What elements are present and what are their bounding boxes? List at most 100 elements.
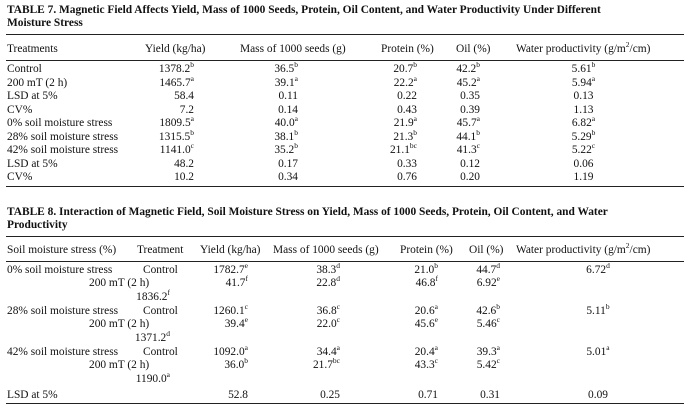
- table7-cell: 0.33: [397, 157, 417, 170]
- table8-header-stress: Soil moisture stress (%): [7, 244, 117, 256]
- table7-cell: 45.7a: [456, 114, 480, 129]
- table7-header-oil: Oil (%): [456, 43, 491, 55]
- table8-header-yield: Yield (kg/ha): [200, 244, 261, 256]
- table7-row-label: 200 mT (2 h): [7, 76, 68, 89]
- table7-cell: 22.2a: [393, 73, 417, 89]
- table8-cell-yield: 1092.0a: [213, 343, 248, 358]
- table8-cell-extra: 1371.2d: [134, 329, 170, 344]
- table8-header-treatment: Treatment: [137, 244, 184, 256]
- table8-cell-protein: 45.6e: [414, 315, 438, 330]
- table7-cell: 5.61b: [571, 60, 596, 75]
- table7-cell: 0.14: [278, 103, 298, 116]
- table7-cell: 1378.2b: [158, 60, 194, 75]
- table7-cell: 1141.0c: [159, 141, 194, 156]
- table8-lsd-label: LSD at 5%: [7, 389, 58, 401]
- table8-stress-label: 28% soil moisture stress: [7, 305, 119, 317]
- table8-header-oil: Oil (%): [469, 244, 504, 256]
- table7-cell: 0.13: [573, 90, 594, 102]
- table7-cell: 1.19: [573, 171, 594, 183]
- table7-header-water: Water productivity (g/m2/cm): [516, 40, 651, 55]
- table7-cell: 1465.7a: [159, 73, 194, 89]
- table8-header-mass: Mass of 1000 seeds (g): [273, 244, 379, 256]
- table7-cell: 0.39: [460, 103, 480, 116]
- table7-cell: 1315.5b: [158, 127, 194, 143]
- table7-cell: 0.43: [397, 103, 417, 116]
- table7-cell: 21.1bc: [389, 141, 417, 156]
- table7-cell: 35.2b: [274, 141, 298, 156]
- table7-cell: 20.7b: [393, 60, 417, 75]
- table7-cell: 48.2: [174, 157, 194, 170]
- table7-cell: 1809.5a: [159, 114, 194, 129]
- table8-cell-protein: 46.8f: [415, 274, 438, 289]
- table7-cell: 5.22c: [571, 141, 596, 156]
- table7-cell: 5.29b: [571, 127, 596, 143]
- table8-treatment-200mt: 200 mT (2 h): [89, 277, 150, 289]
- table8-cell-mass: 22.0c: [316, 315, 340, 330]
- table7-cell: 0.22: [397, 90, 417, 102]
- table8-cell-yield: 39.4e: [224, 315, 248, 330]
- table7-cell: 7.2: [179, 103, 194, 116]
- table8-lsd-value: 0.71: [418, 389, 438, 401]
- table8-cell-extra: 1836.2f: [136, 288, 170, 303]
- table8-lsd-value: 0.31: [480, 389, 500, 401]
- table8-cell-oil: 5.42c: [476, 356, 500, 371]
- table7-header-protein: Protein (%): [381, 43, 434, 55]
- table8-header-rule: [6, 261, 684, 262]
- table8-cell-yield: 1260.1c: [213, 302, 248, 317]
- table8-cell-yield: 36.0b: [224, 356, 248, 371]
- table7-cell: 0.34: [278, 171, 298, 183]
- table7-row-label: Control: [7, 63, 42, 75]
- table8-treatment-control: Control: [143, 346, 178, 358]
- table7-cell: 58.4: [174, 90, 194, 102]
- table7-header-yield: Yield (kg/ha): [145, 43, 206, 55]
- table7-cell: 0.35: [460, 90, 480, 102]
- table7-row-label: CV%: [7, 171, 33, 183]
- table7-cell: 6.82a: [571, 114, 596, 129]
- table7-cell: 0.06: [573, 157, 594, 170]
- table7-bottom-rule: [6, 186, 684, 187]
- table7-row-label: 42% soil moisture stress: [7, 144, 119, 156]
- table7-header-rule: [6, 60, 684, 61]
- table7-row-label: LSD at 5%: [7, 90, 58, 102]
- table8-cell-protein: 43.3c: [414, 356, 438, 371]
- table7-cell: 44.1b: [456, 127, 480, 143]
- table8-cell-water: 6.72d: [586, 261, 610, 276]
- table7-top-rule: [6, 34, 684, 35]
- table7-cell: 38.1b: [274, 127, 298, 143]
- table8-cell-mass: 38.3d: [316, 261, 340, 276]
- table7-cell: 5.94a: [571, 73, 596, 89]
- table8-cell-oil: 39.3a: [476, 343, 500, 358]
- table7-cell: 0.76: [397, 171, 417, 183]
- table8-cell-yield: 41.7f: [225, 274, 248, 289]
- table8-cell-mass: 21.7bc: [312, 356, 340, 371]
- table8-stress-label: 0% soil moisture stress: [7, 264, 113, 276]
- table8-cell-oil: 6.92e: [476, 274, 500, 289]
- table8-treatment-200mt: 200 mT (2 h): [89, 359, 150, 371]
- table7-cell: 45.2a: [456, 73, 480, 89]
- table7-cell: 0.17: [278, 157, 298, 170]
- table7-cell: 0.11: [278, 90, 298, 102]
- table7-row-label: 0% soil moisture stress: [7, 117, 113, 129]
- table7-cell: 0.20: [460, 171, 480, 183]
- table7-row-label: CV%: [7, 103, 33, 116]
- table8-cell-oil: 5.46c: [476, 315, 500, 330]
- table7-header-treatments: Treatments: [7, 43, 58, 55]
- table7-cell: 10.2: [174, 171, 194, 183]
- table8-bottom-rule: [6, 403, 684, 404]
- table7-cell: 21.9a: [393, 114, 417, 129]
- table7-cell: 1.13: [573, 103, 594, 116]
- table8-cell-protein: 20.4a: [414, 343, 438, 358]
- table7-cell: 36.5b: [274, 60, 298, 75]
- table8-treatment-control: Control: [143, 305, 178, 317]
- table8-cell-mass: 34.4a: [316, 343, 340, 358]
- table7-header-mass: Mass of 1000 seeds (g): [240, 43, 346, 55]
- table8-cell-extra: 1190.0a: [135, 370, 170, 385]
- table8-cell-protein: 20.6a: [414, 302, 438, 317]
- table7-cell: 0.12: [460, 157, 480, 170]
- table7-caption: TABLE 7. Magnetic Field Affects Yield, M…: [7, 4, 601, 29]
- table8-header-protein: Protein (%): [400, 244, 453, 256]
- table8-cell-protein: 21.0b: [414, 261, 438, 276]
- table7-row-label: LSD at 5%: [7, 157, 58, 170]
- table8-cell-mass: 36.8c: [316, 302, 340, 317]
- table8-treatment-200mt: 200 mT (2 h): [89, 318, 150, 330]
